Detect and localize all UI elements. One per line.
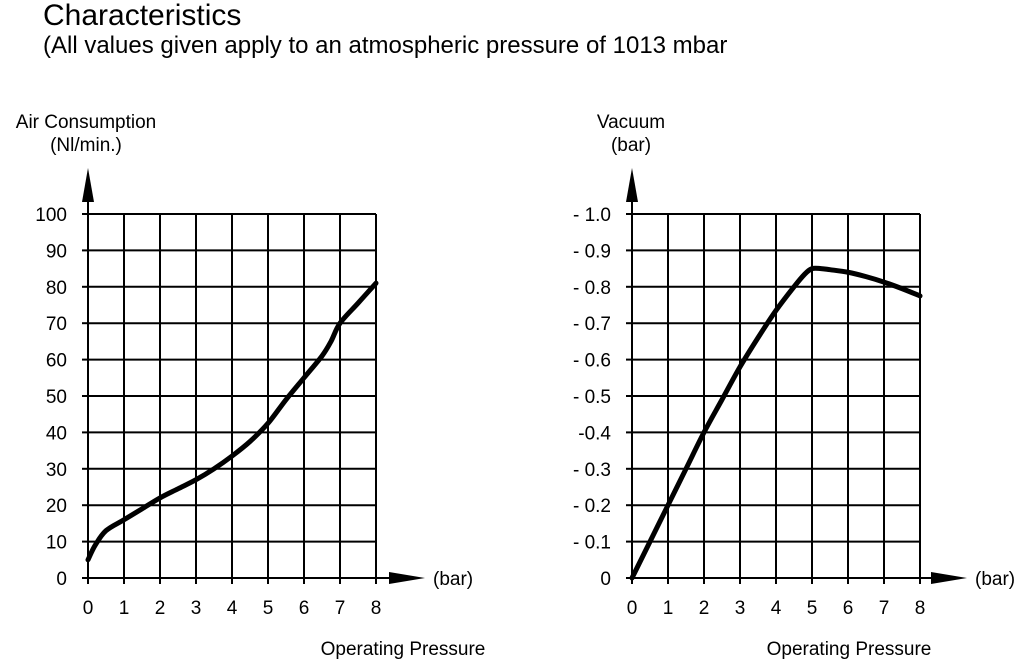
x-tick-label: 4 bbox=[771, 598, 782, 619]
x-tick-label: 6 bbox=[299, 598, 310, 619]
x-axis-unit: (bar) bbox=[433, 569, 473, 590]
y-axis-arrow bbox=[82, 168, 94, 202]
x-tick-label: 0 bbox=[627, 598, 638, 619]
x-axis-label: Operating Pressure bbox=[767, 639, 932, 660]
y-tick-label: - 0.9 bbox=[573, 241, 611, 262]
y-axis-unit: (bar) bbox=[611, 135, 651, 156]
y-tick-label: - 0.7 bbox=[573, 314, 611, 335]
y-axis-label: Vacuum bbox=[597, 112, 665, 133]
x-tick-label: 8 bbox=[371, 598, 382, 619]
series-line bbox=[85, 280, 379, 563]
y-tick-label: 80 bbox=[46, 278, 67, 299]
x-tick-label: 6 bbox=[843, 598, 854, 619]
x-tick-label: 5 bbox=[807, 598, 818, 619]
grid bbox=[82, 213, 377, 584]
y-tick-label: - 0.3 bbox=[573, 460, 611, 481]
y-tick-label: - 0.2 bbox=[573, 496, 611, 517]
y-tick-label: 20 bbox=[46, 496, 67, 517]
x-tick-label: 5 bbox=[263, 598, 274, 619]
x-axis-arrow bbox=[931, 572, 967, 584]
x-tick-label: 7 bbox=[879, 598, 890, 619]
y-tick-label: 60 bbox=[46, 351, 67, 372]
x-tick-label: 2 bbox=[155, 598, 166, 619]
y-tick-label: 50 bbox=[46, 387, 67, 408]
x-axis-unit: (bar) bbox=[975, 569, 1015, 590]
y-tick-label: 90 bbox=[46, 241, 67, 262]
x-tick-label: 1 bbox=[663, 598, 674, 619]
y-tick-label: -0.4 bbox=[578, 423, 611, 444]
x-tick-label: 4 bbox=[227, 598, 238, 619]
x-tick-label: 3 bbox=[191, 598, 202, 619]
y-tick-label: 40 bbox=[46, 423, 67, 444]
y-tick-label: - 0.8 bbox=[573, 278, 611, 299]
x-tick-label: 1 bbox=[119, 598, 130, 619]
x-axis-label: Operating Pressure bbox=[321, 639, 486, 660]
y-tick-label: 100 bbox=[35, 205, 67, 226]
air-consumption-chart: Air Consumption (Nl/min.) (bar) Operatin… bbox=[16, 112, 486, 660]
y-tick-label: - 0.1 bbox=[573, 533, 611, 554]
page-title: Characteristics bbox=[43, 0, 242, 32]
vacuum-chart: Vacuum (bar) (bar) Operating Pressure 0 1… bbox=[573, 112, 1015, 660]
x-tick-label: 8 bbox=[915, 598, 926, 619]
x-tick-label: 3 bbox=[735, 598, 746, 619]
y-tick-label: 0 bbox=[56, 569, 67, 590]
grid bbox=[626, 213, 921, 584]
y-tick-label: - 1.0 bbox=[573, 205, 611, 226]
y-tick-label: 70 bbox=[46, 314, 67, 335]
y-tick-label: - 0.5 bbox=[573, 387, 611, 408]
y-tick-label: - 0.6 bbox=[573, 351, 611, 372]
x-tick-label: 0 bbox=[83, 598, 94, 619]
y-tick-label: 30 bbox=[46, 460, 67, 481]
y-tick-label: 0 bbox=[600, 569, 611, 590]
series-line bbox=[629, 265, 923, 581]
y-axis-arrow bbox=[626, 168, 638, 202]
y-axis-label: Air Consumption bbox=[16, 112, 156, 133]
y-axis-unit: (Nl/min.) bbox=[50, 135, 122, 156]
page-subtitle: (All values given apply to an atmospheri… bbox=[43, 32, 728, 59]
x-axis-arrow bbox=[389, 572, 425, 584]
x-tick-label: 7 bbox=[335, 598, 346, 619]
x-tick-label: 2 bbox=[699, 598, 710, 619]
y-tick-label: 10 bbox=[46, 533, 67, 554]
